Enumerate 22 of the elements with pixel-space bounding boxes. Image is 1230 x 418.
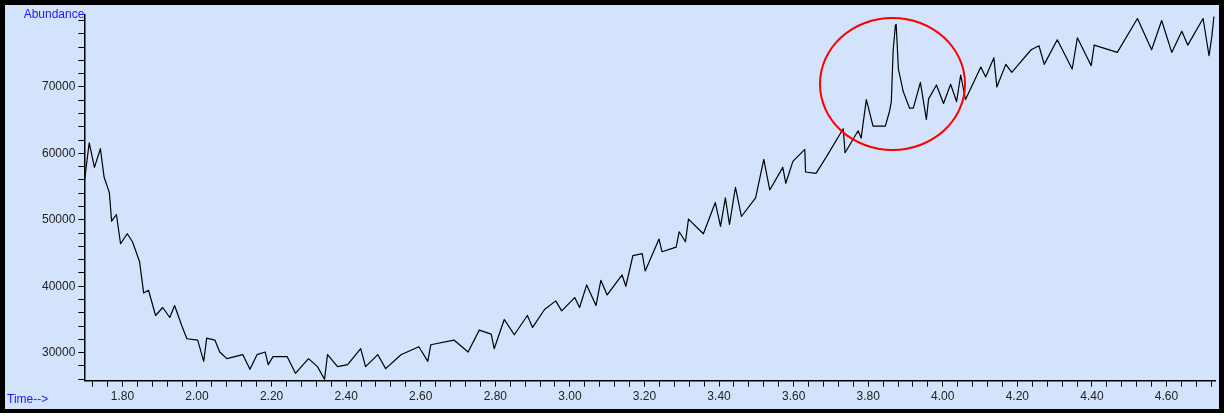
x-tick-label: 3.60 (781, 389, 806, 404)
y-tick-label: 40000 (41, 278, 76, 293)
y-tick-label: 60000 (41, 145, 76, 160)
x-tick-label: 1.80 (110, 389, 135, 404)
x-tick-label: 3.00 (558, 389, 582, 404)
x-tick-label: 3.80 (856, 389, 881, 404)
x-tick-label: 2.80 (483, 389, 508, 404)
x-tick-label: 4.00 (931, 389, 955, 404)
x-tick-label: 3.40 (707, 389, 732, 404)
x-tick-label: 4.40 (1080, 389, 1104, 404)
x-tick-label: 2.60 (409, 389, 433, 404)
x-tick-label: 4.20 (1005, 389, 1030, 404)
y-tick-label: 30000 (41, 345, 76, 360)
y-tick-label: 70000 (41, 79, 76, 94)
x-tick-label: 3.20 (632, 389, 657, 404)
y-axis-title: Abundance (23, 7, 85, 22)
y-tick-label: 50000 (41, 212, 76, 227)
x-tick-label: 2.00 (185, 389, 209, 404)
x-tick-label: 2.20 (259, 389, 284, 404)
x-axis-title: Time--> (7, 392, 49, 407)
x-tick-label: 4.60 (1154, 389, 1179, 404)
x-tick-label: 2.40 (334, 389, 359, 404)
